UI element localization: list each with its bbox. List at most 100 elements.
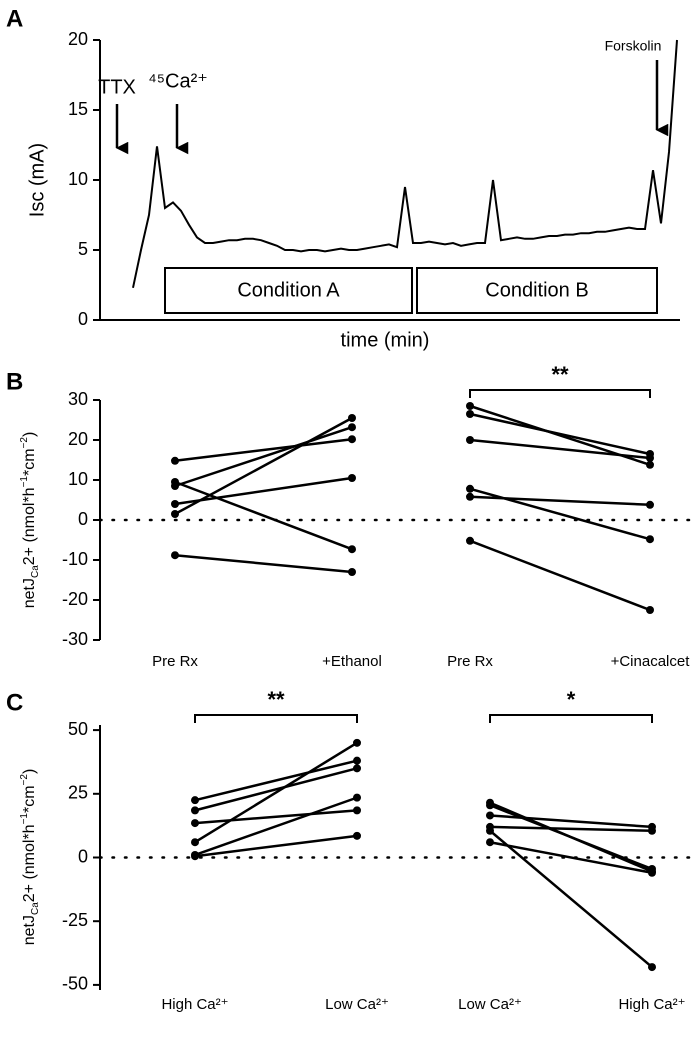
x-tick-label: High Ca²⁺ bbox=[618, 996, 685, 1013]
pair-line bbox=[174, 437, 353, 463]
significance-bracket bbox=[194, 714, 358, 723]
y-tick-label: -50 bbox=[62, 974, 88, 994]
pair-point bbox=[353, 793, 361, 802]
condition-box bbox=[416, 267, 658, 314]
pair-point bbox=[646, 500, 654, 509]
panel-letter: B bbox=[6, 368, 23, 395]
x-tick-label: Pre Rx bbox=[447, 653, 493, 670]
x-tick-label: Pre Rx bbox=[152, 653, 198, 670]
trace-line bbox=[132, 39, 678, 289]
pair-point bbox=[466, 402, 474, 410]
x-tick-label: Low Ca²⁺ bbox=[458, 996, 522, 1013]
pair-line bbox=[489, 825, 653, 832]
pair-line bbox=[194, 759, 358, 802]
y-label-part: 2+ (nmol*h bbox=[21, 487, 38, 565]
pair-line bbox=[174, 480, 353, 551]
y-label-part: −2 bbox=[19, 437, 30, 449]
pair-line bbox=[489, 829, 653, 969]
pair-point bbox=[486, 811, 494, 820]
significance-label: ** bbox=[551, 362, 569, 387]
panel-letter: C bbox=[6, 689, 23, 716]
pair-line bbox=[194, 809, 358, 825]
pair-line bbox=[469, 495, 651, 507]
pair-point bbox=[348, 414, 356, 422]
y-tick-label: 10 bbox=[68, 169, 88, 189]
y-tick-label: 5 bbox=[78, 239, 88, 259]
pair-line bbox=[469, 539, 651, 612]
significance-label: * bbox=[567, 687, 576, 712]
y-label-part: 2+ (nmol*h bbox=[21, 824, 38, 902]
x-tick-label: Low Ca²⁺ bbox=[325, 996, 389, 1013]
x-tick-label: +Cinacalcet bbox=[611, 653, 691, 670]
pair-line bbox=[174, 553, 353, 574]
pair-point bbox=[348, 474, 356, 482]
y-tick-label: 30 bbox=[68, 389, 88, 409]
pair-point bbox=[486, 838, 494, 847]
pair-point bbox=[466, 436, 474, 444]
pair-point bbox=[353, 764, 361, 773]
y-label-part: Ca bbox=[30, 902, 41, 915]
pair-line bbox=[489, 840, 653, 875]
pair-point bbox=[171, 551, 179, 560]
pair-point bbox=[171, 478, 179, 486]
y-label-part: netJ bbox=[21, 578, 38, 608]
y-tick-label: 25 bbox=[68, 783, 88, 803]
pair-point bbox=[466, 484, 474, 493]
y-label-part: netJ bbox=[21, 915, 38, 945]
pair-point bbox=[466, 492, 474, 501]
panel-letter: A bbox=[6, 5, 23, 32]
y-axis-label: netJCa2+ (nmol*h−1*cm−2) bbox=[19, 769, 41, 946]
y-tick-label: -20 bbox=[62, 589, 88, 609]
pair-point bbox=[348, 435, 356, 444]
pair-point bbox=[191, 852, 199, 861]
pair-point bbox=[353, 806, 361, 815]
x-tick-label: +Ethanol bbox=[322, 653, 382, 670]
y-tick-label: -10 bbox=[62, 549, 88, 569]
pair-point bbox=[646, 535, 654, 544]
pair-line bbox=[174, 416, 353, 516]
pair-line bbox=[194, 767, 358, 812]
pair-line bbox=[489, 814, 653, 829]
y-tick-label: 50 bbox=[68, 719, 88, 739]
y-tick-label: -25 bbox=[62, 910, 88, 930]
annotation: Forskolin bbox=[605, 38, 662, 54]
pair-point bbox=[191, 838, 199, 847]
pair-point bbox=[646, 606, 654, 614]
pair-point bbox=[171, 510, 179, 518]
significance-label: ** bbox=[267, 687, 285, 712]
y-tick-label: 10 bbox=[68, 469, 88, 489]
pair-point bbox=[466, 536, 474, 545]
significance-bracket bbox=[469, 389, 651, 398]
y-tick-label: 0 bbox=[78, 309, 88, 329]
y-tick-label: 20 bbox=[68, 29, 88, 49]
y-label-part: −1 bbox=[19, 813, 30, 825]
pair-point bbox=[486, 826, 494, 835]
y-axis-label: netJCa2+ (nmol*h−1*cm−2) bbox=[19, 432, 41, 609]
pair-point bbox=[353, 756, 361, 765]
pair-line bbox=[174, 426, 353, 488]
pair-point bbox=[646, 460, 654, 469]
x-axis-label: time (min) bbox=[341, 329, 430, 351]
y-tick-label: -30 bbox=[62, 629, 88, 649]
y-label-part: −2 bbox=[19, 774, 30, 786]
condition-box bbox=[164, 267, 413, 314]
pair-point bbox=[646, 454, 654, 462]
y-tick-label: 0 bbox=[78, 846, 88, 866]
y-tick-label: 15 bbox=[68, 99, 88, 119]
pair-point bbox=[191, 796, 199, 805]
pair-point bbox=[648, 868, 656, 877]
pair-line bbox=[194, 834, 358, 858]
y-label-part: ) bbox=[21, 769, 38, 774]
pair-point bbox=[486, 801, 494, 810]
pair-point bbox=[648, 963, 656, 972]
y-label-part: ) bbox=[21, 432, 38, 437]
pair-point bbox=[348, 568, 356, 576]
y-label-part: *cm bbox=[21, 448, 38, 476]
y-tick-label: 20 bbox=[68, 429, 88, 449]
pair-point bbox=[191, 819, 199, 828]
pair-point bbox=[353, 738, 361, 747]
pair-point bbox=[348, 545, 356, 554]
pair-point bbox=[348, 423, 356, 432]
y-axis-label: Isc (mA) bbox=[26, 143, 48, 217]
